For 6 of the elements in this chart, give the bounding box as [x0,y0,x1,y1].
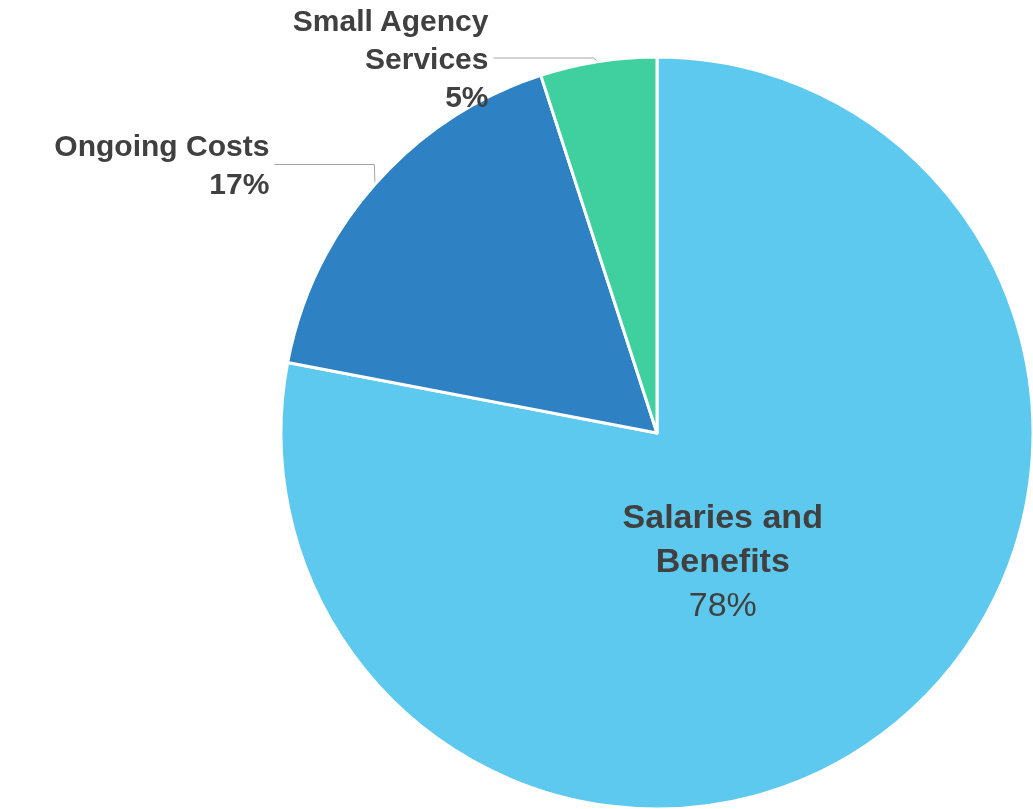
data-label: 17% [209,167,270,201]
slice-label: Salaries and Benefits [622,497,823,580]
data-label: 78% [688,585,757,624]
slice-label: Small Agency Services [292,3,489,75]
slice-label: Ongoing Costs [54,129,270,163]
data-label: 5% [445,79,489,113]
